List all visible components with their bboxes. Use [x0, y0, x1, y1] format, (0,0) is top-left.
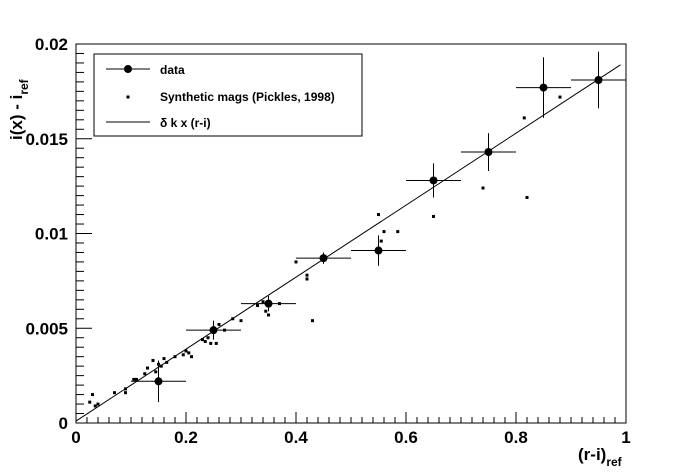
synthetic-point: [525, 195, 529, 199]
data-point: [484, 148, 493, 157]
data-point: [209, 326, 218, 335]
data-point: [264, 299, 273, 308]
synthetic-point: [124, 391, 127, 395]
fit-line-series: [75, 64, 621, 422]
synthetic-series: [88, 95, 562, 408]
y-axis-title: i(x) - iref: [7, 78, 31, 140]
synthetic-point: [91, 393, 94, 397]
x-axis-title: (r-i)ref: [578, 445, 623, 469]
synthetic-point: [558, 95, 562, 99]
y-tick-label: 0.01: [35, 225, 68, 244]
synthetic-point: [159, 364, 163, 368]
synthetic-point: [181, 353, 185, 357]
synthetic-point: [264, 309, 268, 313]
legend: data Synthetic mags (Pickles, 1998) δ k …: [93, 53, 363, 137]
y-tick-label: 0.005: [25, 319, 68, 338]
synthetic-point: [256, 304, 259, 308]
synthetic-point: [203, 340, 207, 344]
synthetic-point: [432, 214, 435, 218]
data-point: [319, 254, 328, 263]
data-point: [154, 377, 163, 386]
synthetic-point: [522, 116, 526, 120]
synthetic-point: [311, 319, 314, 323]
data-point: [539, 83, 548, 92]
synthetic-point: [184, 349, 188, 353]
synthetic-point: [113, 391, 116, 395]
synthetic-point: [382, 230, 386, 234]
synthetic-point: [209, 341, 213, 345]
data-point-group: [186, 320, 241, 340]
synthetic-point: [93, 404, 97, 408]
legend-label-fit: δ k x (r-i): [160, 116, 211, 130]
data-point-group: [131, 360, 186, 403]
y-tick-label: 0.02: [35, 35, 68, 54]
synthetic-point: [377, 213, 380, 217]
synthetic-point: [305, 277, 309, 281]
y-tick-label: 0.015: [25, 130, 68, 149]
data-point: [594, 76, 603, 85]
synthetic-point: [132, 377, 136, 381]
synthetic-point: [217, 322, 221, 326]
x-ticks: 0 0.2 0.4 0.6 0.8 1: [71, 412, 631, 447]
x-axis-title-main: (r-i): [578, 445, 606, 464]
data-point-group: [351, 235, 406, 266]
synthetic-point: [239, 319, 243, 323]
y-tick-label: 0: [59, 414, 68, 433]
y-ticks: 0 0.005 0.01 0.015 0.02: [25, 35, 92, 433]
data-point: [429, 176, 438, 185]
legend-data-marker: [106, 65, 150, 73]
data-point-group: [296, 252, 351, 264]
synthetic-point: [481, 186, 485, 190]
synthetic-point: [379, 239, 383, 243]
x-axis-title-sub: ref: [606, 455, 622, 469]
data-point-group: [241, 296, 296, 312]
synthetic-point: [135, 377, 138, 381]
legend-label-synthetic: Synthetic mags (Pickles, 1998): [160, 90, 335, 104]
synthetic-point: [190, 355, 193, 359]
x-tick-label: 0.2: [174, 428, 198, 447]
synthetic-point: [88, 400, 92, 404]
synthetic-point: [261, 300, 265, 304]
synthetic-point: [206, 336, 210, 340]
fit-line: [75, 64, 621, 422]
synthetic-point: [396, 230, 400, 234]
synthetic-point: [151, 358, 155, 362]
synthetic-point: [267, 313, 270, 317]
x-tick-label: 1: [621, 428, 630, 447]
synthetic-point: [214, 341, 218, 345]
data-point-group: [516, 57, 571, 118]
x-tick-label: 0.4: [284, 428, 308, 447]
data-point-group: [461, 133, 516, 171]
synthetic-point: [146, 366, 149, 370]
synthetic-point: [201, 338, 204, 342]
synthetic-point: [294, 260, 298, 264]
synthetic-point: [143, 372, 147, 376]
synthetic-point: [187, 351, 191, 355]
x-tick-label: 0.8: [504, 428, 528, 447]
data-point: [374, 246, 383, 255]
legend-box: [93, 53, 363, 137]
y-axis-title-main: i(x) - i: [7, 95, 26, 140]
synthetic-point: [96, 402, 100, 406]
y-axis-title-sub: ref: [17, 78, 31, 94]
x-tick-label: 0: [71, 428, 80, 447]
synthetic-point: [305, 273, 309, 277]
data-series: [131, 51, 626, 403]
synthetic-point: [165, 360, 169, 364]
legend-synthetic-marker: [126, 95, 130, 99]
synthetic-point: [162, 357, 166, 361]
x-tick-label: 0.6: [394, 428, 418, 447]
data-point-group: [406, 163, 461, 198]
legend-label-data: data: [160, 63, 185, 77]
data-point-group: [571, 51, 626, 109]
synthetic-point: [154, 370, 158, 374]
